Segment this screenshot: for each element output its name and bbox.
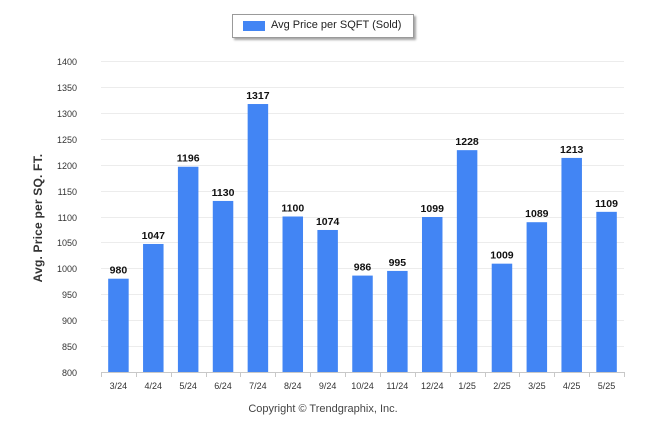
x-tick-label: 5/24 bbox=[179, 381, 197, 391]
y-tick-label: 1000 bbox=[57, 264, 77, 274]
data-label: 995 bbox=[389, 257, 407, 269]
y-tick-label: 1250 bbox=[57, 135, 77, 145]
y-tick-label: 900 bbox=[62, 316, 77, 326]
bar bbox=[526, 222, 548, 372]
legend-swatch bbox=[243, 21, 265, 31]
bar bbox=[421, 217, 443, 372]
data-label: 980 bbox=[110, 265, 128, 277]
data-label: 1047 bbox=[142, 230, 166, 242]
x-tick-label: 7/24 bbox=[249, 381, 267, 391]
data-label: 986 bbox=[354, 262, 372, 274]
y-tick-label: 1300 bbox=[57, 109, 77, 119]
x-tick-label: 8/24 bbox=[284, 381, 302, 391]
x-tick-label: 4/24 bbox=[145, 381, 163, 391]
bar bbox=[108, 278, 129, 372]
bar bbox=[212, 200, 234, 372]
data-label: 1317 bbox=[246, 90, 270, 102]
y-tick-label: 1100 bbox=[58, 213, 77, 223]
bar bbox=[143, 243, 164, 372]
bar bbox=[282, 216, 304, 372]
y-tick-label: 950 bbox=[62, 290, 77, 300]
copyright-footer: Copyright © Trendgraphix, Inc. bbox=[248, 403, 398, 415]
legend: Avg Price per SQFT (Sold) bbox=[232, 14, 414, 38]
data-label: 1213 bbox=[560, 144, 584, 156]
y-tick-label: 1400 bbox=[57, 57, 77, 67]
x-tick-label: 6/24 bbox=[214, 381, 232, 391]
legend-label: Avg Price per SQFT (Sold) bbox=[271, 19, 402, 31]
y-tick-label: 1150 bbox=[58, 187, 77, 197]
data-label: 1228 bbox=[455, 136, 479, 148]
y-tick-label: 1350 bbox=[57, 83, 77, 93]
bar bbox=[317, 229, 338, 372]
bar bbox=[247, 104, 269, 372]
y-tick-label: 850 bbox=[62, 342, 77, 352]
data-label: 1130 bbox=[212, 187, 235, 199]
x-tick-label: 3/24 bbox=[110, 381, 128, 391]
bar bbox=[456, 150, 478, 372]
data-label: 1196 bbox=[177, 153, 200, 165]
bar bbox=[596, 211, 617, 372]
data-label: 1100 bbox=[281, 203, 304, 215]
x-tick-label: 5/25 bbox=[598, 381, 616, 391]
data-label: 1074 bbox=[316, 216, 340, 228]
x-tick-label: 2/25 bbox=[493, 381, 511, 391]
x-tick-label: 10/24 bbox=[351, 381, 374, 391]
y-tick-label: 1050 bbox=[57, 238, 77, 248]
bar bbox=[561, 157, 582, 372]
x-tick-label: 4/25 bbox=[563, 381, 581, 391]
data-label: 1099 bbox=[421, 203, 445, 215]
y-tick-label: 800 bbox=[62, 368, 77, 378]
bar bbox=[387, 270, 408, 372]
x-tick-label: 12/24 bbox=[421, 381, 444, 391]
x-tick-label: 11/24 bbox=[386, 381, 408, 391]
x-tick-label: 9/24 bbox=[319, 381, 337, 391]
bar bbox=[352, 275, 373, 372]
data-label: 1089 bbox=[525, 208, 549, 220]
x-tick-label: 1/25 bbox=[458, 381, 476, 391]
data-label: 1109 bbox=[595, 198, 618, 210]
data-label: 1009 bbox=[490, 250, 514, 262]
x-tick-label: 3/25 bbox=[528, 381, 546, 391]
y-tick-label: 1200 bbox=[57, 161, 77, 171]
bar bbox=[177, 166, 199, 372]
bar bbox=[491, 263, 513, 372]
